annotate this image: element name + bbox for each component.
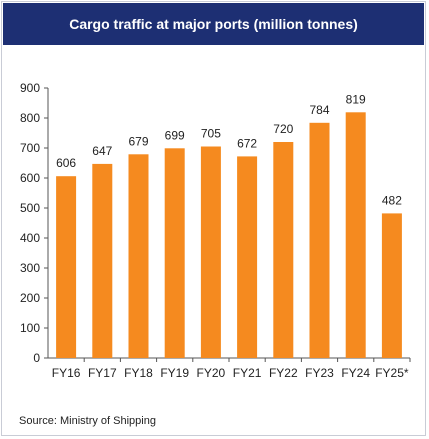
bar — [309, 122, 330, 358]
bar — [92, 163, 113, 358]
x-tick-label: FY17 — [88, 366, 117, 380]
source-note: Source: Ministry of Shipping — [19, 415, 156, 427]
y-tick-label: 400 — [20, 231, 40, 245]
x-tick-label: FY22 — [269, 366, 298, 380]
data-label: 819 — [346, 92, 366, 106]
data-labels: 606 647 679 699 705 672 720 784 819 482 — [56, 92, 402, 207]
y-tick-label: 200 — [20, 291, 40, 305]
y-tick-label: 800 — [20, 111, 40, 125]
data-label: 672 — [237, 136, 257, 150]
x-tick-label: FY23 — [305, 366, 334, 380]
x-tick-label: FY18 — [124, 366, 153, 380]
chart-title-bar: Cargo traffic at major ports (million to… — [3, 3, 424, 45]
x-tick-label: FY24 — [341, 366, 370, 380]
bar — [273, 142, 294, 358]
bar — [345, 112, 366, 358]
x-axis: FY16 FY17 FY18 FY19 FY20 FY21 FY22 FY23 FY24 FY25… — [48, 357, 411, 380]
bars — [56, 112, 402, 358]
chart-title: Cargo traffic at major ports (million to… — [69, 16, 358, 32]
x-tick-label: FY21 — [233, 366, 262, 380]
bar — [56, 176, 77, 358]
x-tick-label: FY16 — [52, 366, 81, 380]
data-label: 647 — [92, 144, 112, 158]
data-label: 705 — [201, 127, 221, 141]
y-tick-label: 500 — [20, 201, 40, 215]
bar — [128, 154, 149, 358]
y-tick-label: 600 — [20, 171, 40, 185]
data-label: 679 — [128, 134, 148, 148]
y-tick-label: 0 — [33, 351, 40, 365]
y-tick-label: 100 — [20, 321, 40, 335]
data-label: 784 — [309, 103, 329, 117]
data-label: 606 — [56, 156, 76, 170]
x-tick-label: FY20 — [197, 366, 226, 380]
y-axis: 0 100 200 300 400 500 600 700 800 900 — [20, 81, 49, 365]
y-tick-label: 700 — [20, 141, 40, 155]
y-tick-label: 300 — [20, 261, 40, 275]
data-label: 720 — [273, 122, 293, 136]
bar — [200, 146, 221, 358]
bar — [237, 156, 258, 358]
bar — [381, 213, 402, 358]
x-tick-label: FY25* — [375, 366, 409, 380]
y-tick-label: 900 — [20, 81, 40, 95]
x-tick-label: FY19 — [160, 366, 189, 380]
data-label: 699 — [165, 128, 185, 142]
bar — [164, 148, 185, 358]
data-label: 482 — [382, 193, 402, 207]
